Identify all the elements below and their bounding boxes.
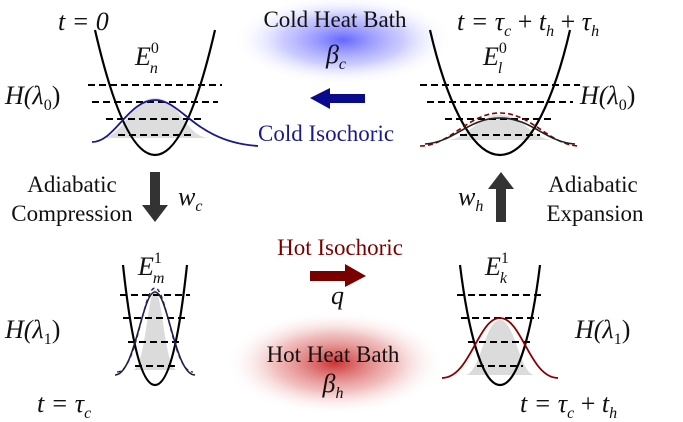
hot-isochoric-arrow (310, 264, 366, 287)
well-bottom-left (114, 264, 196, 387)
cold-bath-title: Cold Heat Bath (263, 7, 407, 32)
adiabatic-compression-label-2: Compression (11, 201, 133, 226)
cold-isochoric-label: Cold Isochoric (258, 121, 394, 146)
hot-bath-beta: βh (322, 369, 344, 402)
cold-isochoric-arrow (310, 88, 365, 109)
adiabatic-expansion-label-2: Expansion (546, 201, 644, 226)
adiabatic-compression-label-1: Adiabatic (27, 172, 116, 197)
time-label-tr: t = τc + th + τh (457, 7, 599, 40)
well-top-right (419, 29, 581, 157)
hamiltonian-tl: H(λ0) (4, 81, 60, 114)
time-label-tl: t = 0 (58, 7, 109, 36)
energy-label-bl: E1 m (137, 250, 164, 287)
adiabatic-expansion-arrow (488, 172, 514, 222)
well-curve-bl (121, 264, 189, 387)
hot-bath-title: Hot Heat Bath (267, 342, 400, 367)
energy-label-tl: E0 n (134, 40, 159, 77)
energy-label-br: E1 k (484, 250, 509, 287)
heat-q-label: q (331, 281, 344, 310)
time-label-bl: t = τc (37, 389, 91, 422)
wavefunction-curve-br (441, 317, 559, 379)
wavefunction-fill-bl (133, 290, 177, 370)
cold-bath-glow (233, 0, 453, 85)
hot-isochoric-label: Hot Isochoric (277, 235, 403, 260)
wavefunction-curve-tl (91, 99, 259, 147)
hot-bath-glow (225, 311, 445, 415)
hamiltonian-br: H(λ1) (574, 315, 630, 348)
well-curve-tl (93, 29, 217, 157)
hamiltonian-bl: H(λ1) (4, 315, 60, 348)
adiabatic-expansion-label-1: Adiabatic (548, 172, 637, 197)
wavefunction-fill-br (465, 320, 535, 375)
wavefunction-curve-tr-solid (424, 117, 576, 145)
well-top-left (88, 29, 259, 157)
work-cold-label: wc (178, 182, 202, 215)
well-curve-br (458, 264, 542, 387)
hamiltonian-tr: H(λ0) (579, 81, 635, 114)
energy-label-tr: E0 l (482, 40, 507, 77)
cold-bath-beta: βc (325, 40, 346, 73)
time-label-br: t = τc + th (520, 389, 617, 422)
adiabatic-compression-arrow (142, 172, 168, 222)
well-curve-tr (428, 29, 572, 157)
well-bottom-right (441, 264, 559, 387)
wavefunction-fill-tr (445, 115, 555, 140)
work-hot-label: wh (458, 182, 483, 215)
